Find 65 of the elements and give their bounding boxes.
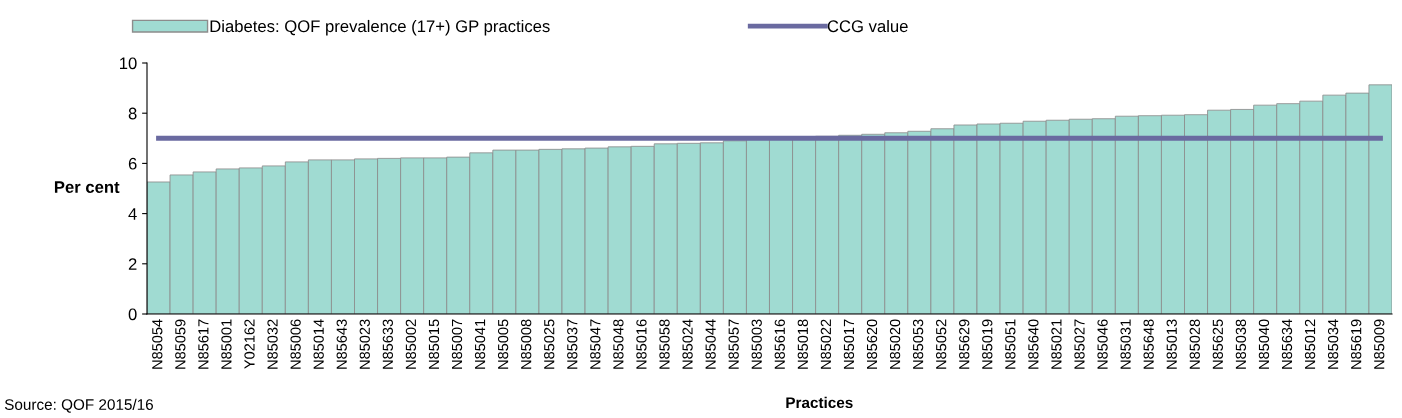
x-tick-label: N85617 bbox=[198, 319, 209, 369]
y-tick-label: 8 bbox=[128, 107, 137, 120]
legend-label: CCG value bbox=[827, 19, 908, 33]
x-tick-label: N85040 bbox=[1258, 319, 1270, 369]
x-tick-label: N85034 bbox=[1327, 319, 1339, 369]
x-tick-label: N85025 bbox=[544, 319, 555, 369]
x-tick-label: N85038 bbox=[1235, 319, 1247, 369]
x-tick-label: N85059 bbox=[175, 319, 186, 369]
x-tick-label: N85021 bbox=[1051, 319, 1062, 369]
x-tick-label: N85006 bbox=[290, 319, 301, 369]
x-tick-label: N85058 bbox=[659, 319, 670, 369]
y-tick-label: 4 bbox=[128, 208, 137, 220]
x-tick-label: N85031 bbox=[1120, 319, 1131, 369]
x-tick-label: N85633 bbox=[382, 319, 393, 369]
x-tick-label: N85616 bbox=[774, 319, 785, 369]
x-tick-label: N85044 bbox=[705, 319, 716, 369]
x-tick-label: N85022 bbox=[820, 319, 832, 369]
x-axis-title: Practices bbox=[786, 396, 853, 409]
x-tick-label: N85032 bbox=[267, 319, 278, 369]
x-tick-label: N85048 bbox=[613, 319, 624, 369]
x-tick-label: N85015 bbox=[428, 319, 440, 369]
x-tick-label: N85620 bbox=[866, 319, 878, 369]
x-tick-label: N85046 bbox=[1097, 319, 1108, 369]
y-tick-label: 10 bbox=[120, 57, 137, 70]
source-note: Source: QOF 2015/16 bbox=[4, 398, 153, 413]
x-tick-label: N85037 bbox=[567, 319, 578, 369]
x-tick-label: N85008 bbox=[521, 319, 532, 369]
x-tick-label: N85619 bbox=[1351, 319, 1362, 369]
x-tick-label: N85648 bbox=[1143, 319, 1154, 369]
x-tick-label: N85053 bbox=[912, 319, 924, 369]
y-axis-title: Per cent bbox=[54, 181, 120, 193]
x-tick-label: N85017 bbox=[843, 319, 855, 369]
x-tick-label: N85643 bbox=[336, 319, 347, 369]
x-tick-label: N85013 bbox=[1166, 319, 1177, 369]
x-tick-label: N85640 bbox=[1028, 319, 1039, 369]
x-tick-label: N85024 bbox=[682, 319, 693, 369]
x-tick-label: N85027 bbox=[1074, 319, 1085, 369]
legend-label: Diabetes: QOF prevalence (17+) GP practices bbox=[210, 19, 550, 36]
x-tick-label: N85057 bbox=[728, 319, 739, 369]
x-tick-label: N85016 bbox=[636, 319, 647, 369]
x-tick-label: N85054 bbox=[152, 319, 163, 369]
x-tick-label: N85007 bbox=[451, 319, 463, 369]
x-tick-label: N85052 bbox=[936, 319, 947, 369]
x-tick-label: N85051 bbox=[1005, 319, 1016, 369]
x-tick-label: N85023 bbox=[359, 319, 370, 369]
x-tick-label: N85634 bbox=[1281, 319, 1293, 369]
x-tick-label: N85009 bbox=[1374, 319, 1385, 369]
x-tick-label: N85019 bbox=[982, 319, 993, 369]
x-tick-label: N85012 bbox=[1304, 319, 1316, 369]
x-tick-label: N85002 bbox=[405, 319, 417, 369]
x-tick-label: N85001 bbox=[221, 319, 232, 369]
x-tick-label: N85041 bbox=[474, 319, 486, 369]
x-tick-label: N85625 bbox=[1212, 319, 1223, 369]
y-tick-label: 2 bbox=[128, 258, 137, 270]
x-tick-label: N85018 bbox=[797, 319, 808, 369]
x-tick-label: N85047 bbox=[590, 319, 601, 369]
x-tick-label: Y02162 bbox=[244, 319, 255, 369]
x-tick-label: N85028 bbox=[1189, 319, 1200, 369]
x-tick-label: N85629 bbox=[959, 319, 970, 369]
x-tick-label: N85003 bbox=[751, 319, 762, 369]
x-tick-label: N85005 bbox=[497, 319, 509, 369]
x-tick-label: N85014 bbox=[313, 319, 324, 369]
y-tick-label: 6 bbox=[128, 157, 137, 170]
x-tick-label: N85020 bbox=[889, 319, 901, 369]
y-tick-label: 0 bbox=[128, 308, 137, 321]
